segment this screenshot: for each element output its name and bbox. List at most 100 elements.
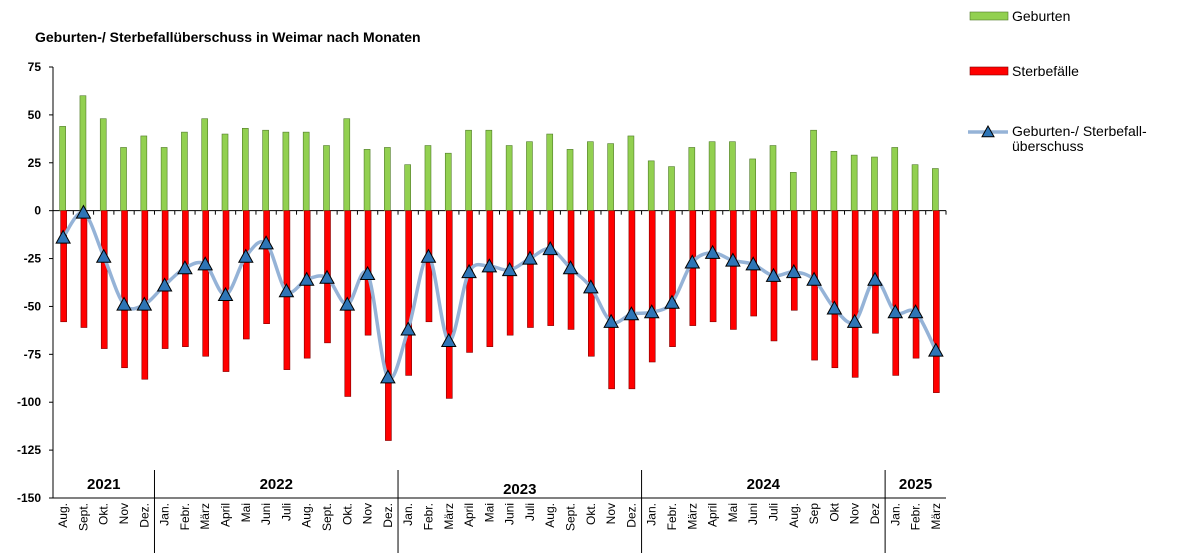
birth-bar — [729, 141, 736, 211]
x-tick-label: Aug. — [787, 503, 801, 528]
birth-bar — [911, 164, 919, 211]
balance-marker — [867, 271, 883, 286]
birth-bar — [708, 141, 716, 211]
x-tick-label: März — [929, 503, 943, 530]
x-tick-label: Mai — [482, 503, 496, 522]
birth-bar — [160, 147, 168, 211]
birth-bar — [323, 145, 330, 211]
balance-marker — [420, 248, 437, 263]
y-tick-label: -75 — [24, 347, 42, 361]
death-bar — [527, 210, 534, 328]
x-tick-label: Juli — [523, 503, 537, 521]
year-label: 2021 — [87, 476, 120, 493]
x-tick-label: Sept. — [76, 503, 90, 531]
birth-bar — [363, 149, 371, 211]
x-tick-label: April — [219, 503, 233, 527]
balance-marker — [217, 286, 234, 302]
x-tick-label: Jan. — [645, 503, 659, 526]
death-bar — [405, 210, 412, 376]
balance-line — [61, 210, 938, 381]
balance-marker — [684, 254, 701, 269]
death-bar — [182, 210, 189, 347]
x-tick-label: März — [685, 503, 699, 530]
y-tick-label: -50 — [24, 299, 42, 313]
y-tick-label: 75 — [28, 60, 42, 74]
x-tick-label: Aug. — [56, 503, 70, 528]
death-bar — [851, 210, 859, 378]
y-tick-label: 25 — [28, 156, 42, 170]
birth-bar — [769, 145, 777, 211]
x-tick-label: Nov — [604, 503, 618, 524]
x-tick-label: Febr. — [909, 503, 923, 530]
x-tick-label: Nov — [117, 503, 131, 524]
x-tick-label: Sept. — [564, 503, 578, 531]
birth-bar — [505, 145, 513, 211]
birth-bar — [546, 133, 554, 211]
balance-marker — [237, 248, 254, 263]
x-tick-label: April — [462, 503, 476, 527]
balance-marker — [75, 204, 92, 219]
x-tick-label: Sep — [807, 503, 821, 525]
birth-bar — [485, 129, 493, 211]
birth-bar — [99, 118, 107, 211]
birth-bar — [424, 145, 432, 211]
death-bar — [141, 210, 149, 380]
birth-bar — [59, 126, 66, 211]
death-bar — [872, 210, 879, 334]
x-tick-label: Okt. — [340, 503, 354, 525]
birth-bar — [647, 160, 655, 211]
legend-swatch — [969, 11, 1009, 21]
x-tick-label: Jan. — [888, 503, 902, 526]
legend-label: Geburten — [1012, 8, 1070, 24]
year-label: 2024 — [747, 476, 781, 493]
birth-bar — [526, 141, 533, 211]
x-tick-label: Febr. — [421, 503, 435, 530]
x-tick-label: Dez. — [624, 503, 638, 528]
x-tick-label: Okt. — [584, 503, 598, 525]
balance-marker — [359, 265, 376, 280]
x-tick-label: Okt. — [97, 503, 111, 525]
birth-bar — [282, 131, 290, 211]
birth-bar — [404, 164, 411, 211]
balance-marker — [826, 300, 843, 315]
death-bar — [80, 210, 88, 328]
balance-marker — [177, 260, 193, 275]
birth-bar — [343, 118, 351, 211]
death-bar — [730, 210, 737, 330]
x-tick-label: Febr. — [665, 503, 679, 530]
x-tick-label: Aug. — [543, 503, 557, 528]
birth-bar — [79, 95, 87, 211]
balance-marker — [156, 277, 173, 292]
x-tick-label: Juni — [746, 503, 760, 525]
balance-marker — [278, 283, 295, 298]
x-tick-label: Juni — [259, 503, 273, 525]
balance-marker — [887, 304, 904, 319]
y-tick-label: 0 — [34, 204, 41, 218]
balance-marker — [481, 258, 498, 273]
death-bar — [933, 210, 940, 393]
death-bar — [892, 210, 900, 376]
legend-label: Geburten-/ Sterbefall-überschuss — [1012, 123, 1147, 154]
balance-marker — [380, 369, 396, 384]
balance-marker — [258, 235, 274, 250]
balance-marker — [623, 306, 640, 321]
death-bar — [547, 210, 555, 326]
death-bar — [100, 210, 108, 349]
y-tick-label: -150 — [17, 491, 41, 505]
birth-bar — [850, 154, 858, 211]
balance-marker — [461, 263, 477, 279]
x-tick-label: Mai — [726, 503, 740, 522]
balance-marker — [197, 256, 214, 271]
chart-title: Geburten-/ Sterbefallüberschuss in Weima… — [35, 29, 421, 45]
death-bar — [243, 210, 250, 340]
death-bar — [486, 210, 494, 347]
year-label: 2022 — [260, 476, 293, 493]
balance-marker — [643, 304, 660, 319]
death-bar — [628, 210, 636, 390]
balance-marker — [725, 252, 741, 267]
balance-marker — [765, 267, 782, 282]
birth-bar — [627, 135, 635, 211]
death-bar — [202, 210, 210, 357]
x-tick-label: Nov — [361, 503, 375, 524]
